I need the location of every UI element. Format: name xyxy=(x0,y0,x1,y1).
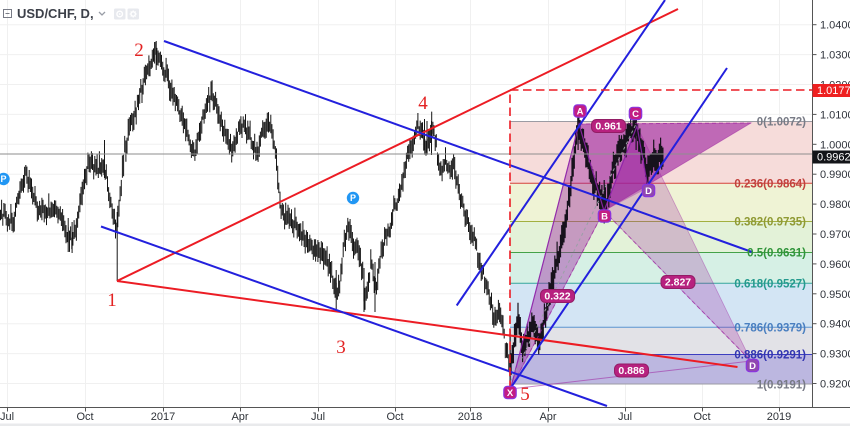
svg-text:B: B xyxy=(601,212,608,223)
svg-text:0.9200: 0.9200 xyxy=(820,379,850,391)
svg-text:1.0300: 1.0300 xyxy=(820,50,850,62)
svg-text:Apr: Apr xyxy=(231,411,248,423)
svg-text:1.0400: 1.0400 xyxy=(820,20,850,32)
svg-text:2018: 2018 xyxy=(458,411,482,423)
svg-text:3: 3 xyxy=(336,337,346,358)
svg-text:0.886(0.9291): 0.886(0.9291) xyxy=(734,350,806,362)
svg-text:Oct: Oct xyxy=(386,411,403,423)
svg-text:USD/CHF, D,: USD/CHF, D, xyxy=(17,6,94,21)
svg-text:P: P xyxy=(350,193,356,203)
svg-text:1(0.9191): 1(0.9191) xyxy=(757,380,806,392)
svg-text:0.322: 0.322 xyxy=(544,291,570,303)
svg-text:Oct: Oct xyxy=(76,411,93,423)
svg-text:1.0177: 1.0177 xyxy=(817,85,850,97)
svg-text:4: 4 xyxy=(418,93,428,114)
svg-text:0.5(0.9631): 0.5(0.9631) xyxy=(747,248,806,260)
svg-text:Jul: Jul xyxy=(0,411,14,423)
svg-text:0.886: 0.886 xyxy=(618,365,644,377)
svg-text:D: D xyxy=(749,361,756,372)
svg-text:Apr: Apr xyxy=(539,411,556,423)
svg-text:0.961: 0.961 xyxy=(595,121,621,133)
svg-text:1: 1 xyxy=(107,290,117,311)
svg-text:2017: 2017 xyxy=(151,411,175,423)
svg-text:P: P xyxy=(0,174,6,184)
svg-text:2: 2 xyxy=(134,40,144,61)
svg-text:D: D xyxy=(645,186,652,197)
svg-text:0.382(0.9735): 0.382(0.9735) xyxy=(734,217,806,229)
svg-text:0.236(0.9864): 0.236(0.9864) xyxy=(734,178,806,190)
svg-text:0(1.0072): 0(1.0072) xyxy=(757,117,806,129)
svg-text:Jul: Jul xyxy=(618,411,632,423)
svg-text:A: A xyxy=(577,107,584,118)
svg-text:0.786(0.9379): 0.786(0.9379) xyxy=(734,322,806,334)
svg-text:2019: 2019 xyxy=(767,411,791,423)
svg-text:X: X xyxy=(507,388,514,399)
svg-text:0.618(0.9527): 0.618(0.9527) xyxy=(734,278,806,290)
svg-text:1.0100: 1.0100 xyxy=(820,109,850,121)
svg-text:0.9962: 0.9962 xyxy=(817,152,850,164)
svg-text:Oct: Oct xyxy=(693,411,710,423)
svg-text:2.827: 2.827 xyxy=(665,277,691,289)
svg-text:Jul: Jul xyxy=(311,411,325,423)
svg-text:C: C xyxy=(632,109,639,120)
svg-text:5: 5 xyxy=(520,384,530,405)
